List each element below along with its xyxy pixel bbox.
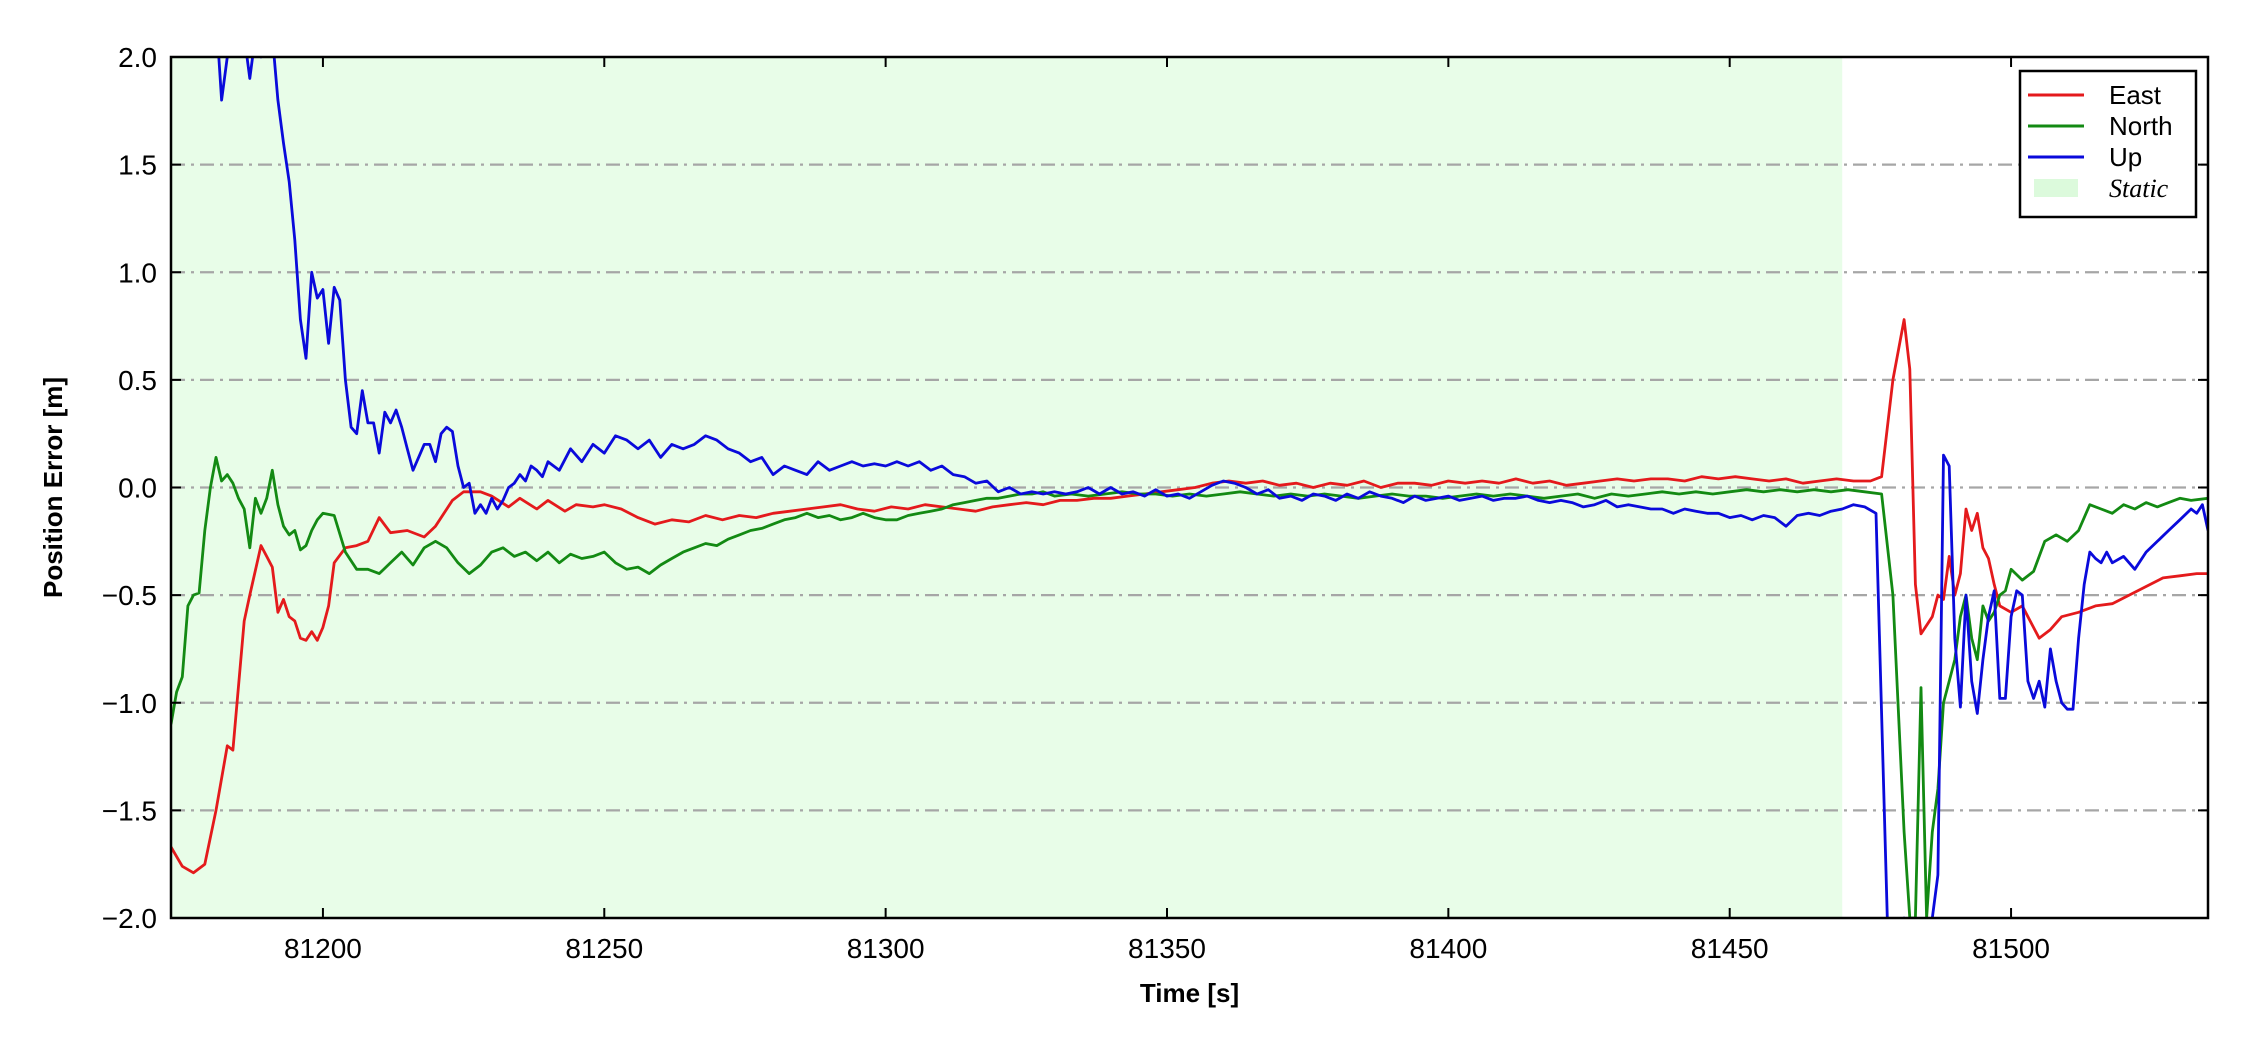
legend-label-up: Up [2109,142,2142,172]
y-tick-label: −1.5 [102,795,157,826]
y-tick-label: −1.0 [102,688,157,719]
x-tick-label: 81350 [1128,933,1206,964]
legend-swatch-static [2034,179,2078,197]
y-tick-label: −2.0 [102,903,157,934]
series-line-up [210,57,2208,918]
legend-label-static: Static [2109,174,2169,203]
x-tick-label: 81200 [284,933,362,964]
y-axis-title: Position Error [m] [38,377,68,598]
x-tick-label: 81250 [565,933,643,964]
y-tick-label: 0.5 [118,365,157,396]
axis-ticks: 81200 81250 81300 81350 81400 81450 81500 −2.0 −… [102,42,2208,964]
y-tick-label: 1.5 [118,150,157,181]
legend-label-north: North [2109,111,2173,141]
y-tick-label: 2.0 [118,42,157,73]
y-tick-label: −0.5 [102,580,157,611]
y-tick-label: 0.0 [118,473,157,504]
legend-label-east: East [2109,80,2162,110]
x-tick-label: 81300 [847,933,925,964]
x-tick-label: 81450 [1691,933,1769,964]
x-tick-label: 81400 [1409,933,1487,964]
x-axis-title: Time [s] [1140,978,1239,1008]
series-group [171,57,2208,918]
x-tick-label: 81500 [1972,933,2050,964]
y-tick-label: 1.0 [118,257,157,288]
